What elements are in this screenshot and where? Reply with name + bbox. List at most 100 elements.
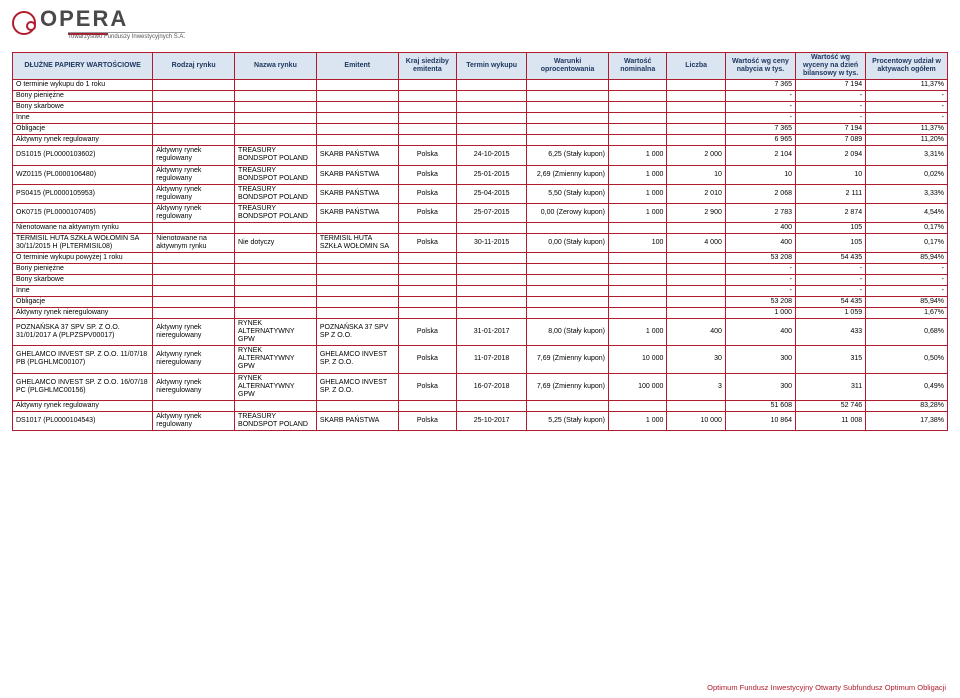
- cell: 100: [609, 233, 667, 252]
- cell: 30-11-2015: [457, 233, 527, 252]
- section-row: Aktywny rynek nieregulowany1 0001 0591,6…: [13, 308, 948, 319]
- cell: PS0415 (PL0000105953): [13, 184, 153, 203]
- cell: 7 365: [725, 80, 795, 91]
- cell: 11 008: [796, 411, 866, 430]
- cell: [667, 286, 725, 297]
- cell: [609, 135, 667, 146]
- cell: [316, 113, 398, 124]
- cell: TREASURY BONDSPOT POLAND: [235, 203, 317, 222]
- cell: Aktywny rynek regulowany: [13, 135, 153, 146]
- cell: 11,20%: [866, 135, 948, 146]
- cell: [667, 80, 725, 91]
- cell: Aktywny rynek regulowany: [153, 165, 235, 184]
- cell: [457, 102, 527, 113]
- cell: 0,50%: [866, 346, 948, 373]
- cell: GHELAMCO INVEST SP. Z O.O.: [316, 373, 398, 400]
- cell: Aktywny rynek regulowany: [153, 203, 235, 222]
- cell: [457, 275, 527, 286]
- cell: 2,69 (Zmienny kupon): [527, 165, 609, 184]
- cell: Aktywny rynek nieregulowany: [153, 346, 235, 373]
- cell: Aktywny rynek nieregulowany: [153, 373, 235, 400]
- cell: 0,68%: [866, 319, 948, 346]
- cell: Polska: [398, 184, 456, 203]
- cell: 83,28%: [866, 400, 948, 411]
- cell: [316, 263, 398, 274]
- cell: Aktywny rynek regulowany: [153, 146, 235, 165]
- cell: Polska: [398, 411, 456, 430]
- cell: Aktywny rynek nieregulowany: [13, 308, 153, 319]
- col-header: Kraj siedziby emitenta: [398, 53, 456, 80]
- cell: [398, 286, 456, 297]
- cell: [235, 297, 317, 308]
- cell: 2 068: [725, 184, 795, 203]
- section-row: Aktywny rynek regulowany51 60852 74683,2…: [13, 400, 948, 411]
- cell: TREASURY BONDSPOT POLAND: [235, 146, 317, 165]
- cell: OK0715 (PL0000107405): [13, 203, 153, 222]
- cell: [667, 252, 725, 263]
- cell: TREASURY BONDSPOT POLAND: [235, 165, 317, 184]
- cell: [667, 275, 725, 286]
- cell: 10 000: [609, 346, 667, 373]
- cell: SKARB PAŃSTWA: [316, 165, 398, 184]
- cell: [457, 400, 527, 411]
- cell: 315: [796, 346, 866, 373]
- section-row: Obligacje7 3657 19411,37%: [13, 124, 948, 135]
- cell: Polska: [398, 319, 456, 346]
- cell: 54 435: [796, 252, 866, 263]
- cell: [667, 113, 725, 124]
- cell: 1 000: [609, 411, 667, 430]
- cell: SKARB PAŃSTWA: [316, 146, 398, 165]
- cell: 6,25 (Stały kupon): [527, 146, 609, 165]
- section-row: Inne---: [13, 113, 948, 124]
- cell: [153, 400, 235, 411]
- cell: 7,69 (Zmienny kupon): [527, 346, 609, 373]
- cell: 2 874: [796, 203, 866, 222]
- cell: 10: [796, 165, 866, 184]
- cell: [667, 102, 725, 113]
- cell: 0,00 (Zerowy kupon): [527, 203, 609, 222]
- data-row: DS1015 (PL0000103602)Aktywny rynek regul…: [13, 146, 948, 165]
- cell: Inne: [13, 286, 153, 297]
- section-row: Bony skarbowe---: [13, 102, 948, 113]
- cell: [316, 124, 398, 135]
- data-row: PS0415 (PL0000105953)Aktywny rynek regul…: [13, 184, 948, 203]
- cell: [609, 80, 667, 91]
- cell: [527, 297, 609, 308]
- cell: Obligacje: [13, 124, 153, 135]
- col-header: Termin wykupu: [457, 53, 527, 80]
- cell: RYNEK ALTERNATYWNY GPW: [235, 373, 317, 400]
- cell: [398, 113, 456, 124]
- cell: 2 010: [667, 184, 725, 203]
- cell: 25-10-2017: [457, 411, 527, 430]
- cell: 0,00 (Stały kupon): [527, 233, 609, 252]
- cell: 400: [725, 222, 795, 233]
- cell: 25-07-2015: [457, 203, 527, 222]
- cell: [235, 286, 317, 297]
- section-row: Aktywny rynek regulowany6 9657 08911,20%: [13, 135, 948, 146]
- cell: [609, 286, 667, 297]
- cell: [398, 400, 456, 411]
- data-row: OK0715 (PL0000107405)Aktywny rynek regul…: [13, 203, 948, 222]
- section-row: Bony pieniężne---: [13, 263, 948, 274]
- cell: [457, 135, 527, 146]
- cell: RYNEK ALTERNATYWNY GPW: [235, 346, 317, 373]
- cell: 2 900: [667, 203, 725, 222]
- cell: Polska: [398, 165, 456, 184]
- cell: 4 000: [667, 233, 725, 252]
- cell: -: [866, 275, 948, 286]
- cell: [235, 263, 317, 274]
- cell: [667, 308, 725, 319]
- cell: 8,00 (Stały kupon): [527, 319, 609, 346]
- cell: 31-01-2017: [457, 319, 527, 346]
- cell: -: [796, 286, 866, 297]
- cell: 53 208: [725, 297, 795, 308]
- cell: [316, 275, 398, 286]
- cell: POZNAŃSKA 37 SPV SP. Z O.O. 31/01/2017 A…: [13, 319, 153, 346]
- cell: 2 104: [725, 146, 795, 165]
- cell: [235, 222, 317, 233]
- cell: [316, 102, 398, 113]
- cell: 7 089: [796, 135, 866, 146]
- cell: 3: [667, 373, 725, 400]
- cell: TERMISIL HUTA SZKŁA WOŁOMIN SA 30/11/201…: [13, 233, 153, 252]
- cell: [527, 222, 609, 233]
